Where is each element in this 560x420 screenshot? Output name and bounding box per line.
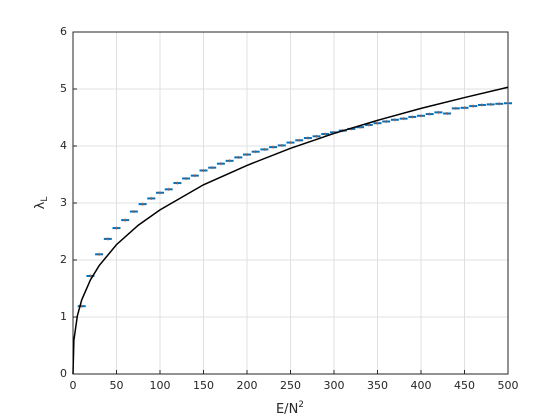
point (382, 119, 391, 123)
y-axis-label: λL (33, 197, 50, 210)
x-tick-label: 100 (150, 379, 171, 392)
point (486, 102, 495, 106)
point (408, 115, 417, 119)
point (495, 102, 504, 106)
point (460, 106, 469, 110)
point (173, 181, 182, 185)
point (321, 132, 330, 136)
point (234, 155, 243, 159)
point (504, 101, 512, 105)
x-tick-label: 50 (110, 379, 124, 392)
point (425, 112, 434, 116)
point (286, 141, 295, 145)
x-axis-label: E/N2 (276, 400, 304, 417)
point (112, 226, 121, 230)
point (399, 117, 408, 121)
point (277, 143, 286, 147)
point (251, 150, 260, 154)
x-tick-label: 500 (498, 379, 519, 392)
point (373, 121, 382, 125)
x-tick-label: 200 (237, 379, 258, 392)
point (216, 162, 225, 166)
x-label-sup: 2 (298, 400, 304, 410)
point (312, 134, 321, 138)
y-tick-label: 0 (60, 367, 67, 380)
fit-line (72, 86, 509, 375)
y-label-sub: L (40, 197, 50, 202)
point (417, 114, 425, 118)
point (182, 176, 191, 180)
point (451, 106, 460, 110)
point (103, 237, 112, 241)
point (390, 118, 399, 122)
point (190, 174, 199, 178)
point (295, 138, 304, 142)
x-tick-label: 300 (324, 379, 345, 392)
point (269, 145, 278, 149)
point (129, 210, 138, 214)
y-tick-label: 3 (60, 196, 67, 209)
y-tick-label: 5 (60, 82, 67, 95)
point (156, 191, 164, 195)
point (364, 123, 373, 127)
y-tick-label: 6 (60, 25, 67, 38)
point (95, 252, 104, 256)
point (260, 147, 269, 151)
point (199, 169, 208, 173)
x-tick-label: 0 (70, 379, 77, 392)
y-tick-label: 4 (60, 139, 67, 152)
point (138, 202, 147, 206)
point (147, 196, 156, 200)
point (208, 166, 217, 170)
point (469, 104, 478, 108)
point (77, 304, 86, 308)
point (121, 218, 130, 222)
x-tick-label: 400 (411, 379, 432, 392)
point (477, 103, 486, 107)
point (303, 136, 312, 140)
point (164, 187, 173, 191)
x-label-text: E/N (276, 402, 298, 417)
y-tick-label: 2 (60, 253, 67, 266)
axes-box (72, 31, 509, 375)
point (434, 110, 443, 114)
y-tick-label: 1 (60, 310, 67, 323)
x-tick-label: 450 (454, 379, 475, 392)
x-tick-label: 150 (193, 379, 214, 392)
y-label-text: λ (33, 201, 48, 209)
point (225, 159, 234, 163)
point (243, 153, 251, 157)
x-tick-label: 250 (280, 379, 301, 392)
x-tick-label: 350 (367, 379, 388, 392)
point (443, 112, 452, 116)
